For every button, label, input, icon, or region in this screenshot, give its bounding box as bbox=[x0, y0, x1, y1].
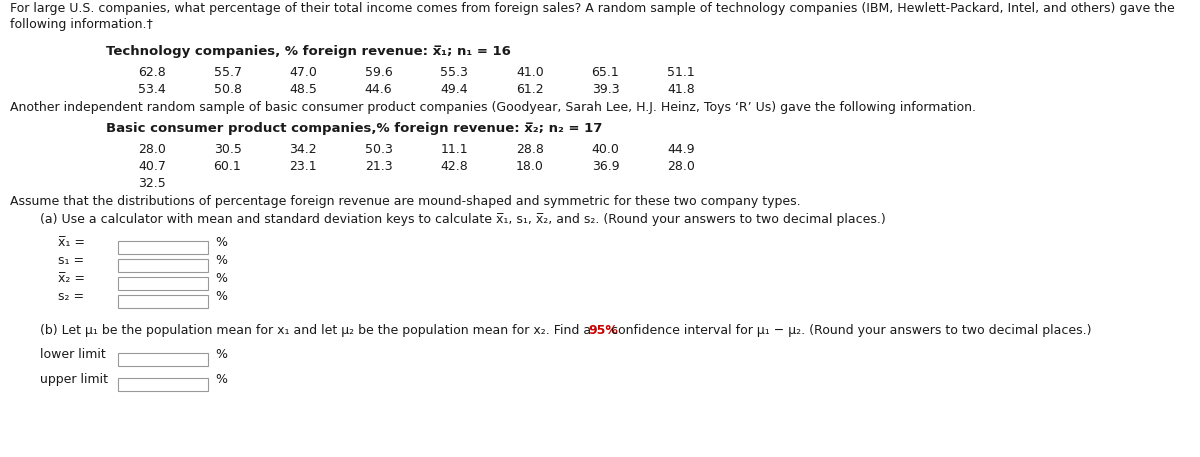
Text: 28.8: 28.8 bbox=[516, 143, 544, 156]
Text: 61.2: 61.2 bbox=[516, 83, 544, 96]
Text: lower limit: lower limit bbox=[40, 348, 106, 361]
Text: 65.1: 65.1 bbox=[592, 66, 619, 79]
Text: Technology companies, % foreign revenue: x̅₁; n₁ = 16: Technology companies, % foreign revenue:… bbox=[106, 45, 510, 58]
Text: confidence interval for μ₁ − μ₂. (Round your answers to two decimal places.): confidence interval for μ₁ − μ₂. (Round … bbox=[607, 324, 1092, 337]
Text: x̅₁ =: x̅₁ = bbox=[58, 236, 84, 249]
Text: 40.7: 40.7 bbox=[138, 160, 166, 173]
Text: %: % bbox=[215, 236, 227, 249]
Text: following information.†: following information.† bbox=[10, 18, 152, 31]
Text: 62.8: 62.8 bbox=[138, 66, 166, 79]
Text: Basic consumer product companies,% foreign revenue: x̅₂; n₂ = 17: Basic consumer product companies,% forei… bbox=[106, 122, 602, 135]
Text: 42.8: 42.8 bbox=[440, 160, 468, 173]
Text: %: % bbox=[215, 373, 227, 386]
Text: Another independent random sample of basic consumer product companies (Goodyear,: Another independent random sample of bas… bbox=[10, 101, 976, 114]
Text: 18.0: 18.0 bbox=[516, 160, 544, 173]
Text: 50.8: 50.8 bbox=[214, 83, 241, 96]
Text: 49.4: 49.4 bbox=[440, 83, 468, 96]
Text: 95%: 95% bbox=[588, 324, 618, 337]
Text: 41.0: 41.0 bbox=[516, 66, 544, 79]
Text: 44.9: 44.9 bbox=[667, 143, 695, 156]
Text: 55.3: 55.3 bbox=[440, 66, 468, 79]
Text: 41.8: 41.8 bbox=[667, 83, 695, 96]
Text: 60.1: 60.1 bbox=[214, 160, 241, 173]
Text: s₁ =: s₁ = bbox=[58, 254, 84, 267]
Text: 23.1: 23.1 bbox=[289, 160, 317, 173]
Text: 48.5: 48.5 bbox=[289, 83, 317, 96]
Text: 28.0: 28.0 bbox=[667, 160, 695, 173]
Text: upper limit: upper limit bbox=[40, 373, 108, 386]
Text: Assume that the distributions of percentage foreign revenue are mound-shaped and: Assume that the distributions of percent… bbox=[10, 195, 800, 208]
Text: 28.0: 28.0 bbox=[138, 143, 166, 156]
Text: (a) Use a calculator with mean and standard deviation keys to calculate x̅₁, s₁,: (a) Use a calculator with mean and stand… bbox=[40, 213, 886, 226]
Text: %: % bbox=[215, 348, 227, 361]
Text: 34.2: 34.2 bbox=[289, 143, 317, 156]
Text: %: % bbox=[215, 272, 227, 285]
Text: 47.0: 47.0 bbox=[289, 66, 317, 79]
Text: 40.0: 40.0 bbox=[592, 143, 619, 156]
Text: 53.4: 53.4 bbox=[138, 83, 166, 96]
Text: 32.5: 32.5 bbox=[138, 177, 166, 190]
Text: (b) Let μ₁ be the population mean for x₁ and let μ₂ be the population mean for x: (b) Let μ₁ be the population mean for x₁… bbox=[40, 324, 595, 337]
Text: 11.1: 11.1 bbox=[440, 143, 468, 156]
Text: %: % bbox=[215, 254, 227, 267]
Text: 44.6: 44.6 bbox=[365, 83, 392, 96]
Text: 30.5: 30.5 bbox=[214, 143, 241, 156]
Text: 21.3: 21.3 bbox=[365, 160, 392, 173]
Text: 55.7: 55.7 bbox=[214, 66, 241, 79]
Text: x̅₂ =: x̅₂ = bbox=[58, 272, 84, 285]
Text: 59.6: 59.6 bbox=[365, 66, 392, 79]
Text: 39.3: 39.3 bbox=[592, 83, 619, 96]
Text: s₂ =: s₂ = bbox=[58, 290, 84, 303]
Text: 50.3: 50.3 bbox=[365, 143, 392, 156]
Text: For large U.S. companies, what percentage of their total income comes from forei: For large U.S. companies, what percentag… bbox=[10, 2, 1175, 15]
Text: 51.1: 51.1 bbox=[667, 66, 695, 79]
Text: 36.9: 36.9 bbox=[592, 160, 619, 173]
Text: %: % bbox=[215, 290, 227, 303]
